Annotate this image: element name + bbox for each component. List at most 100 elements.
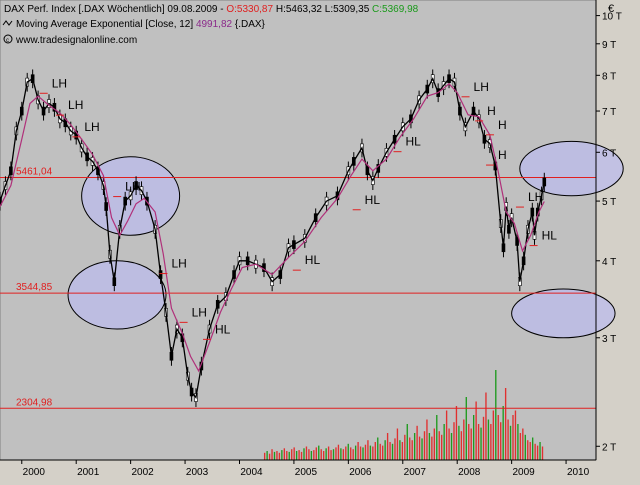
volume-bar — [495, 370, 497, 460]
volume-bar — [325, 448, 327, 460]
volume-bar — [359, 446, 362, 460]
annotation-h: H — [498, 148, 507, 162]
volume-bar — [541, 446, 544, 460]
volume-bar — [327, 446, 330, 460]
legend-line-2: Moving Average Exponential [Close, 12] 4… — [16, 19, 266, 30]
level-label-3: 2304,98 — [16, 397, 53, 408]
volume-bar — [443, 424, 445, 460]
volume-bar — [455, 406, 458, 460]
volume-bar — [394, 438, 396, 460]
volume-bar — [531, 437, 534, 460]
ema-legend-icon — [2, 20, 13, 26]
legend-ema-symbol: {.DAX} — [232, 19, 265, 30]
volume-bar — [364, 444, 367, 460]
volume-bar — [350, 447, 352, 460]
volume-bar — [411, 440, 413, 460]
volume-bar — [300, 451, 303, 460]
volume-bar — [441, 434, 443, 460]
x-tick-label: 2010 — [567, 467, 590, 478]
volume-bar — [382, 445, 384, 460]
volume-bar — [337, 444, 340, 460]
copyright-icon — [3, 34, 13, 44]
plot-area[interactable] — [0, 0, 597, 461]
volume-bar — [431, 436, 433, 460]
volume-bars — [263, 370, 544, 460]
x-tick-label: 2007 — [404, 467, 427, 478]
ema-line — [0, 82, 545, 373]
volume-bar — [477, 424, 480, 460]
volume-bar — [519, 433, 522, 460]
volume-bar — [500, 422, 502, 460]
volume-bar — [332, 449, 335, 460]
volume-bar — [268, 453, 271, 460]
x-tick-label: 2005 — [295, 467, 318, 478]
x-tick-label: 2003 — [186, 467, 209, 478]
volume-bar — [310, 451, 313, 460]
volume-bar — [367, 440, 369, 460]
volume-bar — [278, 452, 281, 460]
volume-bar — [362, 447, 364, 460]
volume-bar — [313, 450, 315, 460]
volume-bar — [480, 427, 482, 460]
y-tick-label: 5 T — [602, 197, 616, 208]
volume-bar — [502, 406, 504, 460]
volume-bar — [281, 450, 283, 460]
source-label: www.tradesignalonline.com — [15, 35, 137, 46]
volume-bar — [273, 451, 276, 460]
volume-bar — [426, 419, 428, 460]
annotation-hl: HL — [542, 229, 558, 243]
volume-bar — [416, 425, 418, 460]
volume-bar — [322, 451, 325, 460]
volume-bar — [384, 440, 386, 460]
volume-bar — [428, 433, 431, 460]
volume-bar — [305, 446, 308, 460]
annotation-lh: LH — [52, 76, 67, 90]
volume-bar — [352, 449, 354, 460]
volume-bar — [453, 422, 455, 460]
volume-bar — [497, 415, 499, 460]
x-axis: 2000 2001 2002 2003 2004 2005 2006 2007 2008 2009… — [0, 459, 596, 478]
volume-bar — [318, 445, 320, 460]
annotation-h: H — [498, 118, 507, 132]
volume-bar — [293, 447, 295, 460]
volume-bar — [421, 438, 423, 460]
annotation-hl: HL — [365, 193, 381, 207]
volume-bar — [377, 437, 379, 460]
volume-bar — [399, 440, 401, 460]
volume-bar — [342, 449, 345, 460]
volume-bar — [482, 416, 485, 460]
volume-bar — [369, 445, 372, 460]
volume-bar — [522, 428, 524, 460]
volume-bar — [357, 442, 359, 460]
volume-bar — [345, 446, 347, 460]
volume-bar — [404, 434, 406, 460]
volume-bar — [438, 431, 440, 460]
volume-bar — [512, 415, 514, 460]
volume-bar — [470, 428, 472, 460]
level-label-2: 3544,85 — [16, 282, 53, 293]
level-label-1: 5461,04 — [16, 166, 53, 177]
annotation-lh: LH — [192, 305, 207, 319]
volume-bar — [303, 448, 305, 460]
volume-bar — [266, 451, 268, 460]
volume-bar — [386, 433, 389, 460]
volume-bar — [472, 415, 475, 460]
volume-bar — [263, 452, 266, 460]
volume-bar — [418, 436, 421, 460]
volume-bar — [539, 442, 541, 460]
x-tick-label: 2009 — [513, 467, 536, 478]
x-tick-label: 2001 — [77, 467, 100, 478]
annotation-lh: LH — [125, 180, 140, 194]
legend-high-low: H:5463,32 L:5309,35 — [273, 4, 372, 15]
annotation-lh: LH — [474, 80, 489, 94]
volume-bar — [448, 428, 450, 460]
annotation-lh: LH — [171, 257, 186, 271]
volume-bar — [517, 424, 519, 460]
legend-line-1: DAX Perf. Index [.DAX Wöchentlich] 09.08… — [4, 4, 419, 15]
volume-bar — [354, 445, 357, 460]
price-line — [0, 77, 545, 400]
annotation-lh: LH — [528, 190, 543, 204]
volume-bar — [308, 449, 310, 460]
legend-ema-value: 4991,82 — [196, 19, 233, 30]
volume-bar — [298, 450, 300, 460]
